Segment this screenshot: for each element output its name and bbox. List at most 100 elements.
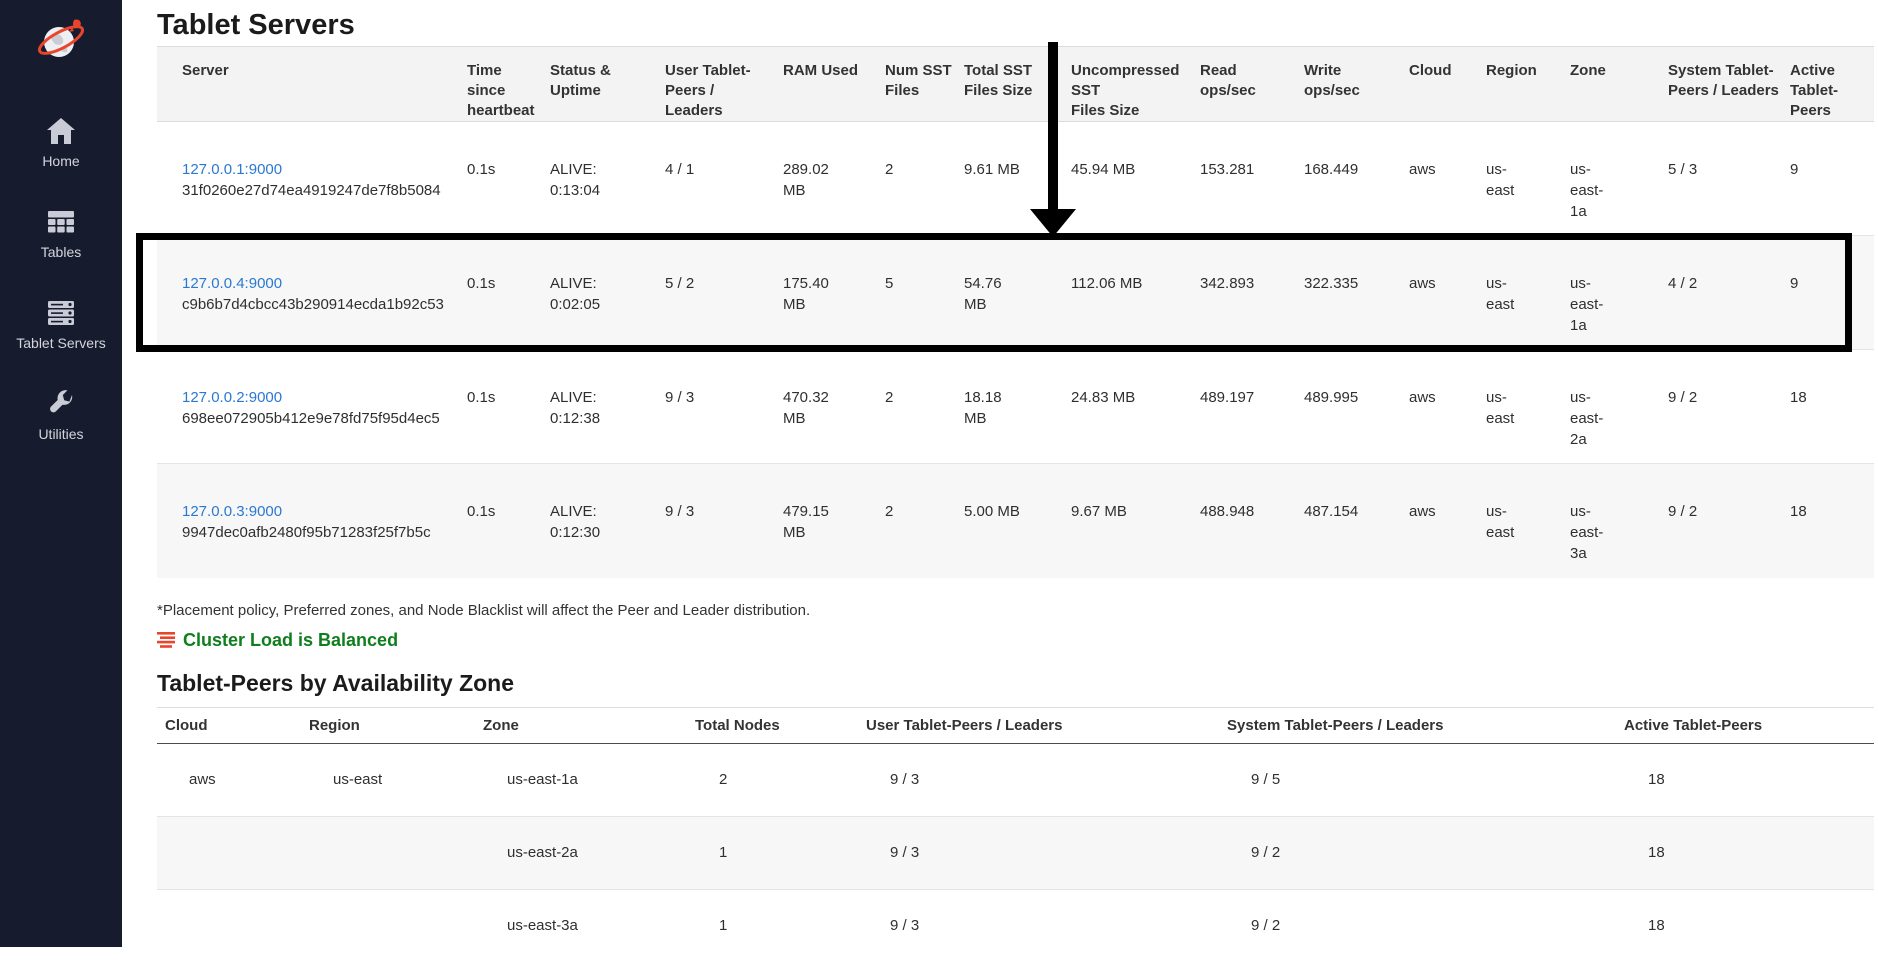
column-header-total-nodes: Total Nodes: [695, 707, 866, 743]
cell-total-sst-files-size: 54.76 MB: [964, 236, 1071, 350]
cell-system-tablet-peers-leaders: 4 / 2: [1668, 236, 1790, 350]
cell-cloud: [157, 816, 309, 889]
cell-user-tablet-peers-leaders: 4 / 1: [665, 122, 783, 236]
cell-active-tablet-peers: 18: [1790, 464, 1874, 578]
sidebar-item-utilities[interactable]: Utilities: [0, 387, 122, 442]
cell-total-sst-files-size: 9.61 MB: [964, 122, 1071, 236]
sidebar-item-home[interactable]: Home: [0, 114, 122, 169]
page-title: Tablet Servers: [157, 8, 1878, 42]
cell-zone: us- east- 2a: [1570, 350, 1668, 464]
column-header-time-since-heartbeat: Time since heartbeat: [467, 47, 550, 122]
column-header-region: Region: [309, 707, 483, 743]
cell-total-sst-files-size: 5.00 MB: [964, 464, 1071, 578]
app-logo-icon[interactable]: [32, 12, 90, 70]
cell-active-tablet-peers: 9: [1790, 122, 1874, 236]
home-icon: [44, 114, 78, 148]
cell-region: [309, 889, 483, 962]
cell-system-tablet-peers-leaders: 9 / 2: [1668, 464, 1790, 578]
column-header-uncompressed-sst-files-size: Uncompressed SST Files Size: [1071, 47, 1200, 122]
server-address-link[interactable]: 127.0.0.2:9000: [182, 387, 455, 408]
cell-region: us- east: [1486, 350, 1570, 464]
sidebar-item-label: Utilities: [38, 426, 83, 442]
cell-zone: us- east- 1a: [1570, 236, 1668, 350]
cell-zone: us- east- 1a: [1570, 122, 1668, 236]
az-section-title: Tablet-Peers by Availability Zone: [157, 669, 1878, 697]
column-header-ram-used: RAM Used: [783, 47, 885, 122]
column-header-write-ops-sec: Write ops/sec: [1304, 47, 1409, 122]
cell-time-since-heartbeat: 0.1s: [467, 236, 550, 350]
cell-active-tablet-peers: 18: [1624, 743, 1874, 816]
cell-user-tablet-peers-leaders: 9 / 3: [665, 464, 783, 578]
cell-time-since-heartbeat: 0.1s: [467, 464, 550, 578]
column-header-read-ops-sec: Read ops/sec: [1200, 47, 1304, 122]
cell-uncompressed-sst-files-size: 9.67 MB: [1071, 464, 1200, 578]
cell-user-tablet-peers-leaders: 9 / 3: [665, 350, 783, 464]
server-address-link[interactable]: 127.0.0.3:9000: [182, 501, 455, 522]
sidebar: Home Tables: [0, 0, 122, 947]
cell-status-uptime: ALIVE: 0:13:04: [550, 122, 665, 236]
cell-ram-used: 289.02 MB: [783, 122, 885, 236]
cell-cloud: aws: [1409, 350, 1486, 464]
cell-cloud: aws: [1409, 464, 1486, 578]
cell-write-ops-sec: 322.335: [1304, 236, 1409, 350]
cell-region: us- east: [1486, 122, 1570, 236]
cell-status-uptime: ALIVE: 0:02:05: [550, 236, 665, 350]
column-header-cloud: Cloud: [157, 707, 309, 743]
cell-total-nodes: 1: [695, 816, 866, 889]
cell-uncompressed-sst-files-size: 112.06 MB: [1071, 236, 1200, 350]
server-uuid: 9947dec0afb2480f95b71283f25f7b5c: [182, 522, 455, 543]
cell-ram-used: 470.32 MB: [783, 350, 885, 464]
server-address-link[interactable]: 127.0.0.4:9000: [182, 273, 455, 294]
cell-read-ops-sec: 342.893: [1200, 236, 1304, 350]
sidebar-item-tablet-servers[interactable]: Tablet Servers: [0, 296, 122, 351]
cell-total-nodes: 1: [695, 889, 866, 962]
cell-num-sst-files: 2: [885, 464, 964, 578]
cell-uncompressed-sst-files-size: 45.94 MB: [1071, 122, 1200, 236]
column-header-server: Server: [157, 47, 467, 122]
tablet-servers-icon: [44, 296, 78, 330]
cell-write-ops-sec: 168.449: [1304, 122, 1409, 236]
sidebar-nav: Home Tables: [0, 114, 122, 442]
server-uuid: c9b6b7d4cbcc43b290914ecda1b92c53: [182, 294, 455, 315]
cell-user-tablet-peers-leaders: 9 / 3: [866, 816, 1227, 889]
cell-zone: us-east-2a: [483, 816, 695, 889]
column-header-num-sst-files: Num SST Files: [885, 47, 964, 122]
placement-footnote: *Placement policy, Preferred zones, and …: [157, 602, 1878, 619]
column-header-status-uptime: Status & Uptime: [550, 47, 665, 122]
cell-ram-used: 479.15 MB: [783, 464, 885, 578]
cell-num-sst-files: 5: [885, 236, 964, 350]
cell-ram-used: 175.40 MB: [783, 236, 885, 350]
column-header-zone: Zone: [483, 707, 695, 743]
cell-total-nodes: 2: [695, 743, 866, 816]
server-address-link[interactable]: 127.0.0.1:9000: [182, 159, 455, 180]
utilities-icon: [44, 387, 78, 421]
cell-uncompressed-sst-files-size: 24.83 MB: [1071, 350, 1200, 464]
cell-cloud: aws: [1409, 122, 1486, 236]
cell-system-tablet-peers-leaders: 5 / 3: [1668, 122, 1790, 236]
cell-time-since-heartbeat: 0.1s: [467, 350, 550, 464]
sidebar-item-label: Tables: [41, 244, 81, 260]
column-header-system-tablet-peers-leaders: System Tablet-Peers / Leaders: [1227, 707, 1624, 743]
sidebar-item-tables[interactable]: Tables: [0, 205, 122, 260]
server-uuid: 698ee072905b412e9e78fd75f95d4ec5: [182, 408, 455, 429]
cell-region: us- east: [1486, 236, 1570, 350]
cell-read-ops-sec: 489.197: [1200, 350, 1304, 464]
cell-system-tablet-peers-leaders: 9 / 2: [1668, 350, 1790, 464]
cell-cloud: aws: [157, 743, 309, 816]
cell-user-tablet-peers-leaders: 5 / 2: [665, 236, 783, 350]
balance-icon: [157, 632, 175, 648]
tables-icon: [44, 205, 78, 239]
column-header-total-sst-files-size: Total SST Files Size: [964, 47, 1071, 122]
cell-zone: us-east-3a: [483, 889, 695, 962]
column-header-cloud: Cloud: [1409, 47, 1486, 122]
cell-user-tablet-peers-leaders: 9 / 3: [866, 889, 1227, 962]
cell-cloud: aws: [1409, 236, 1486, 350]
